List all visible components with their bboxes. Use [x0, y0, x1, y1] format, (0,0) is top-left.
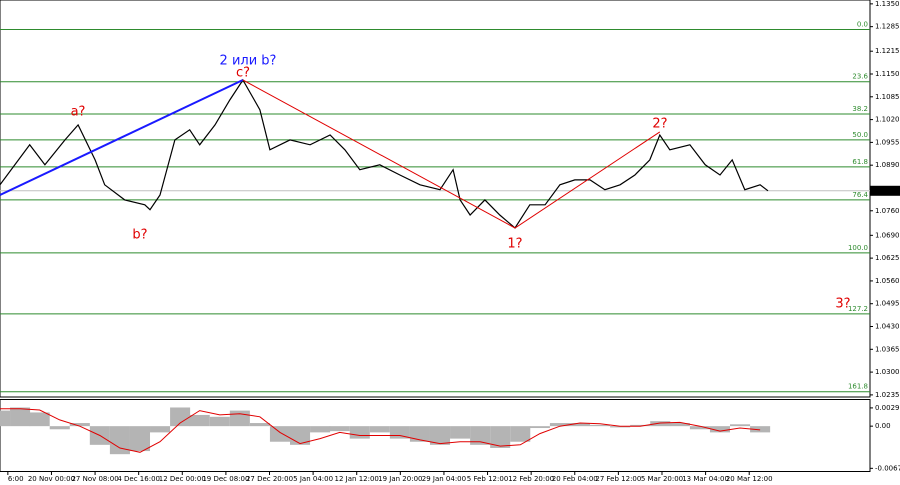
x-tick-label: 12 Feb 20:00 — [508, 475, 554, 483]
y-tick-label: 1.1350 — [875, 0, 900, 8]
fib-label: 38.2 — [852, 105, 868, 113]
x-tick-label: 27 Nov 08:00 — [71, 475, 118, 483]
histogram-bar — [510, 426, 531, 442]
histogram-bar — [650, 421, 671, 427]
x-tick-label: 20 Nov 00:00 — [28, 475, 75, 483]
fib-label: 0.0 — [857, 20, 868, 28]
histogram-bar — [170, 407, 191, 427]
y-tick-label: 1.1020 — [875, 116, 900, 124]
histogram-bar — [669, 423, 690, 427]
y-tick-label: 1.0760 — [875, 207, 900, 215]
y-tick-label: 1.0690 — [875, 231, 900, 239]
histogram-bar — [229, 410, 250, 427]
last-price-box — [870, 185, 900, 196]
y-tick-label: 1.0235 — [875, 391, 900, 399]
y-tick-label: 0.00 — [875, 422, 891, 430]
histogram-bar — [429, 426, 451, 445]
y-tick-label: 0.00293 — [875, 404, 900, 412]
histogram-bar — [610, 426, 631, 428]
histogram-bar — [310, 426, 331, 433]
x-tick-label: 5 Mar 20:00 — [641, 475, 683, 483]
x-tick-label: 27 Feb 12:00 — [595, 475, 641, 483]
y-tick-label: 1.0890 — [875, 161, 900, 169]
x-tick-label: 5 Jan 04:00 — [293, 475, 333, 483]
histogram-bar — [409, 426, 430, 442]
x-tick-label: 12 Dec 00:00 — [159, 475, 206, 483]
y-tick-label: 1.0625 — [875, 254, 900, 262]
x-tick-label: 13 Mar 04:00 — [682, 475, 729, 483]
x-tick-label: 12 Jan 12:00 — [335, 475, 379, 483]
histogram-bar — [29, 412, 50, 427]
histogram-bar — [189, 414, 210, 427]
fib-label: 50.0 — [852, 131, 868, 139]
y-tick-label: 1.0495 — [875, 300, 900, 308]
histogram-bar — [109, 426, 130, 455]
y-tick-label: 1.0560 — [875, 277, 900, 285]
wave-line — [242, 79, 661, 229]
fib-label: 100.0 — [848, 244, 868, 252]
wave-annotation: 3? — [835, 297, 850, 312]
histogram-bar — [49, 426, 70, 430]
histogram-bar — [0, 410, 11, 427]
wave-annotation: a? — [71, 105, 86, 120]
histogram-bar — [750, 426, 771, 433]
x-tick-label: 6:00 — [8, 475, 24, 483]
wave-annotation: 2 или b? — [220, 54, 277, 69]
histogram-bar — [209, 416, 230, 427]
histogram-bar — [709, 426, 731, 433]
histogram-bar — [450, 426, 471, 439]
histogram-bar — [249, 423, 270, 427]
x-tick-label: 29 Jan 04:00 — [422, 475, 466, 483]
histogram-bar — [730, 424, 751, 427]
wave-line — [0, 79, 244, 196]
x-tick-label: 20 Feb 04:00 — [552, 475, 598, 483]
fib-label: 161.8 — [848, 383, 868, 391]
fib-label: 127.2 — [848, 305, 868, 313]
fib-label: 76.4 — [852, 191, 868, 199]
wave-annotation: 1? — [507, 237, 522, 252]
main-panel — [0, 0, 871, 398]
histogram-bar — [269, 426, 290, 442]
histogram-bar — [590, 424, 611, 427]
histogram-bar — [529, 426, 550, 429]
histogram-bar — [10, 407, 31, 427]
y-tick-label: -0.00677 — [875, 464, 900, 472]
price-line — [0, 78, 769, 229]
last-price-label: 1.0817 — [874, 187, 899, 195]
histogram-bar — [150, 426, 171, 433]
histogram-bar — [569, 423, 591, 427]
wave-annotation: 2? — [652, 117, 667, 132]
histogram-bar — [129, 426, 151, 452]
histogram-bar — [470, 426, 491, 445]
x-tick-label: 20 Mar 12:00 — [726, 475, 773, 483]
y-tick-label: 1.0430 — [875, 323, 900, 331]
histogram-bar — [69, 423, 90, 427]
x-tick-label: 19 Jan 20:00 — [378, 475, 422, 483]
x-tick-label: 27 Dec 20:00 — [246, 475, 293, 483]
fib-label: 61.8 — [852, 158, 868, 166]
y-tick-label: 1.0955 — [875, 138, 900, 146]
wave-annotation: b? — [132, 228, 147, 243]
histogram-bar — [329, 426, 350, 432]
y-tick-label: 1.0300 — [875, 368, 900, 376]
x-tick-label: 5 Feb 12:00 — [467, 475, 508, 483]
wave-annotation: c? — [236, 66, 250, 81]
y-tick-label: 1.1215 — [875, 47, 900, 55]
y-tick-label: 1.1150 — [875, 70, 900, 78]
histogram-bar — [630, 424, 651, 427]
histogram-bar — [349, 426, 370, 439]
fib-label: 23.6 — [852, 73, 868, 81]
signal-line — [0, 408, 761, 453]
histogram-bar — [369, 426, 390, 433]
y-tick-label: 1.1285 — [875, 23, 900, 31]
y-tick-label: 1.1085 — [875, 93, 900, 101]
histogram-bar — [549, 423, 570, 427]
x-tick-label: 4 Dec 16:00 — [117, 475, 160, 483]
histogram-bar — [290, 426, 311, 445]
y-tick-label: 1.0365 — [875, 345, 900, 353]
histogram-bar — [490, 426, 511, 448]
histogram-bar — [689, 426, 710, 430]
x-tick-label: 19 Dec 08:00 — [202, 475, 249, 483]
